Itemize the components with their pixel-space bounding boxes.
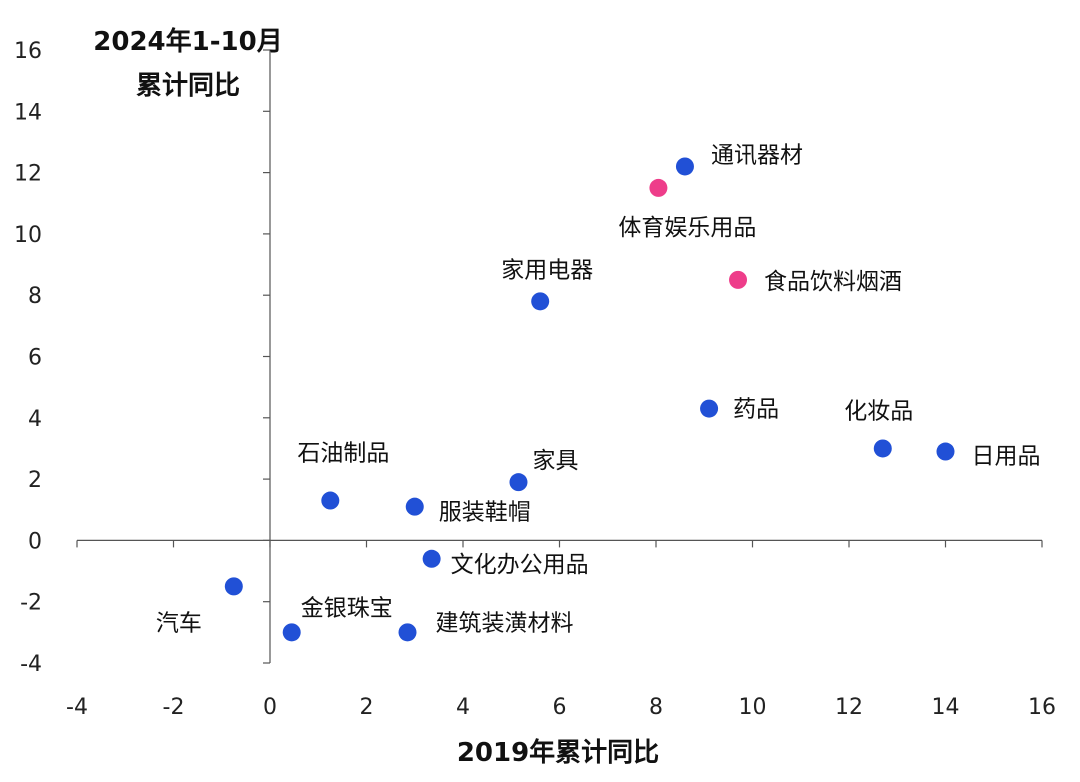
point-label: 药品 xyxy=(733,397,779,423)
point-label: 服装鞋帽 xyxy=(439,500,531,526)
x-tick-label: 8 xyxy=(649,695,663,720)
y-tick-label: 4 xyxy=(28,407,42,432)
point-label: 建筑装潢材料 xyxy=(436,610,574,636)
point-label: 体育娱乐用品 xyxy=(618,215,756,241)
point-label: 通讯器材 xyxy=(711,142,803,168)
data-point xyxy=(509,473,528,492)
y-axis-title-line1: 2024年1-10月 xyxy=(93,26,282,57)
data-point xyxy=(405,497,424,516)
point-label: 汽车 xyxy=(156,610,202,636)
x-tick-label: 12 xyxy=(835,695,863,720)
point-label: 化妆品 xyxy=(844,398,913,424)
data-point xyxy=(321,491,340,510)
data-point xyxy=(675,157,694,176)
data-point xyxy=(398,623,417,642)
x-tick-labels: -4 -2 0 2 4 6 8 10 12 14 16 xyxy=(66,695,1056,720)
point-label: 家用电器 xyxy=(501,257,593,283)
data-point xyxy=(936,442,955,461)
y-tick-label: 12 xyxy=(14,162,42,187)
y-tick-label: -2 xyxy=(20,591,42,616)
point-label: 食品饮料烟酒 xyxy=(764,269,902,295)
x-axis-title: 2019年累计同比 xyxy=(457,737,659,768)
data-point xyxy=(531,292,550,311)
y-tick-label: 6 xyxy=(28,346,42,371)
x-tick-label: 14 xyxy=(932,695,960,720)
y-tick-label: 14 xyxy=(14,100,42,125)
data-point xyxy=(873,439,892,458)
data-point xyxy=(649,178,668,197)
point-label: 日用品 xyxy=(972,444,1041,470)
data-point xyxy=(422,549,441,568)
point-label: 家具 xyxy=(532,448,578,474)
y-tick-label: 0 xyxy=(28,529,42,554)
y-tick-label: 10 xyxy=(14,223,42,248)
x-tick-label: 10 xyxy=(739,695,767,720)
data-points xyxy=(224,157,955,642)
x-tick-label: -2 xyxy=(163,695,185,720)
point-label: 金银珠宝 xyxy=(301,595,393,621)
x-tick-label: 2 xyxy=(360,695,374,720)
x-tick-label: -4 xyxy=(66,695,88,720)
y-tick-label: 16 xyxy=(14,39,42,64)
x-tick-label: 4 xyxy=(456,695,470,720)
point-label: 文化办公用品 xyxy=(451,552,589,578)
y-tick-label: 2 xyxy=(28,468,42,493)
y-tick-labels: -4 -2 0 2 4 6 8 10 12 14 16 xyxy=(14,39,42,677)
data-point xyxy=(729,270,748,289)
x-tick-label: 16 xyxy=(1028,695,1056,720)
x-tick-label: 6 xyxy=(553,695,567,720)
axes xyxy=(76,49,1043,664)
data-point xyxy=(700,399,719,418)
y-axis-title-line2: 累计同比 xyxy=(136,71,240,101)
point-label: 石油制品 xyxy=(297,441,389,467)
data-point xyxy=(282,623,301,642)
y-tick-label: 8 xyxy=(28,284,42,309)
data-point xyxy=(224,577,243,596)
x-tick-label: 0 xyxy=(263,695,277,720)
y-tick-label: -4 xyxy=(20,652,42,677)
